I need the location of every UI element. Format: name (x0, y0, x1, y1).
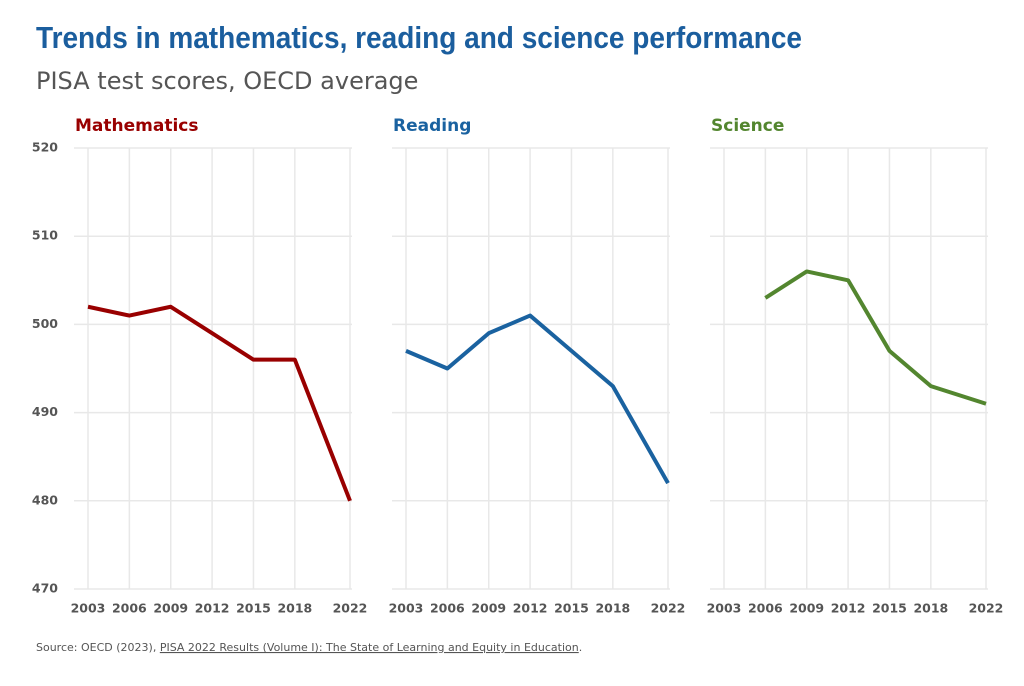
x-tick-label: 2018 (277, 601, 312, 616)
y-tick-label: 470 (32, 581, 58, 596)
y-tick-label: 510 (32, 228, 58, 243)
x-tick-label: 2022 (969, 601, 1004, 616)
x-tick-label: 2012 (195, 601, 230, 616)
source-link[interactable]: PISA 2022 Results (Volume I): The State … (160, 641, 579, 654)
chart-title: Trends in mathematics, reading and scien… (36, 20, 802, 55)
y-tick-label: 520 (32, 140, 58, 155)
y-tick-label: 480 (32, 492, 58, 507)
x-tick-label: 2003 (389, 601, 424, 616)
x-tick-label: 2022 (333, 601, 368, 616)
x-tick-label: 2018 (913, 601, 948, 616)
y-tick-label: 490 (32, 404, 58, 419)
x-tick-label: 2009 (789, 601, 824, 616)
x-tick-label: 2015 (236, 601, 271, 616)
x-tick-label: 2006 (430, 601, 465, 616)
x-tick-label: 2015 (872, 601, 907, 616)
x-tick-label: 2012 (831, 601, 866, 616)
x-tick-label: 2018 (595, 601, 630, 616)
x-tick-label: 2006 (112, 601, 147, 616)
x-tick-label: 2009 (153, 601, 188, 616)
x-tick-label: 2006 (748, 601, 783, 616)
source-prefix: Source: OECD (2023), (36, 641, 160, 654)
y-tick-label: 500 (32, 316, 58, 331)
panel-title: Mathematics (75, 116, 198, 136)
panel-title: Science (711, 116, 784, 136)
x-tick-label: 2003 (71, 601, 106, 616)
x-tick-label: 2003 (707, 601, 742, 616)
source-suffix: . (579, 641, 583, 654)
x-tick-label: 2012 (513, 601, 548, 616)
data-line (87, 304, 352, 502)
x-tick-label: 2022 (651, 601, 686, 616)
x-tick-label: 2009 (471, 601, 506, 616)
data-line (405, 313, 670, 485)
data-line (764, 269, 987, 406)
chart-subtitle: PISA test scores, OECD average (36, 67, 418, 95)
panel-title: Reading (393, 116, 471, 136)
source: Source: OECD (2023), PISA 2022 Results (… (36, 641, 582, 654)
x-tick-label: 2015 (554, 601, 589, 616)
